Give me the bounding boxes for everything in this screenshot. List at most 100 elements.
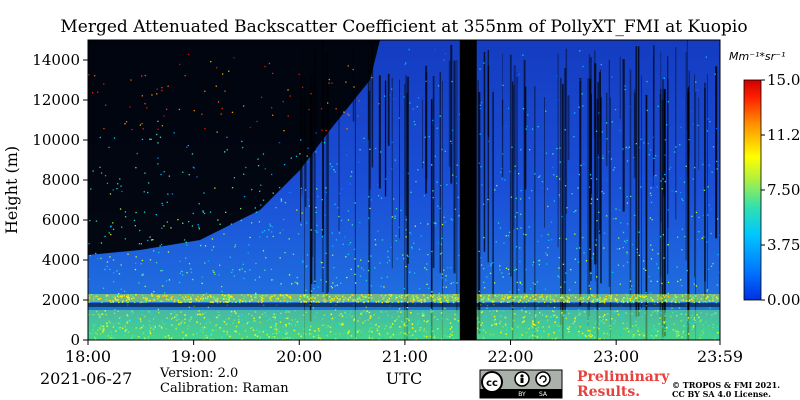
layer-speck (525, 311, 527, 313)
noise-speck (650, 194, 652, 197)
noise-speck (692, 178, 694, 180)
layer-speck (420, 299, 422, 301)
noise-speck (490, 265, 492, 267)
layer-speck (678, 334, 680, 337)
noise-speck (365, 279, 368, 282)
noise-speck (97, 91, 99, 93)
layer-speck (333, 297, 336, 300)
noise-speck (330, 285, 332, 288)
noise-speck (612, 218, 615, 220)
layer-speck (325, 326, 328, 329)
noise-speck (279, 257, 281, 259)
noise-speck (144, 172, 146, 174)
layer-speck (635, 297, 637, 299)
layer-speck (179, 294, 182, 297)
layer-speck (418, 300, 420, 302)
layer-speck (92, 298, 95, 300)
layer-speck (453, 294, 455, 296)
layer-speck (423, 335, 426, 337)
layer-speck (711, 314, 713, 316)
layer-speck (286, 310, 288, 312)
noise-speck (545, 110, 547, 112)
noise-speck (456, 282, 458, 284)
noise-speck (532, 264, 534, 266)
noise-speck (134, 225, 136, 227)
noise-speck (380, 285, 382, 287)
layer-speck (335, 326, 337, 329)
noise-speck (575, 210, 577, 212)
layer-speck (403, 323, 405, 326)
layer-speck (221, 336, 224, 339)
noise-speck (354, 258, 356, 260)
noise-speck (187, 144, 189, 147)
noise-speck (602, 97, 605, 100)
layer-speck (712, 331, 715, 333)
noise-speck (234, 246, 236, 248)
noise-speck (135, 211, 137, 214)
layer-speck (219, 327, 221, 329)
layer-speck (579, 335, 581, 337)
layer-speck (317, 337, 320, 339)
layer-speck (279, 315, 282, 317)
layer-speck (491, 300, 493, 302)
noise-speck (578, 309, 580, 311)
noise-speck (167, 193, 169, 195)
noise-speck (452, 219, 454, 221)
layer-speck (198, 310, 200, 312)
layer-speck (114, 296, 116, 298)
layer-speck (89, 338, 92, 340)
noise-speck (480, 264, 483, 266)
noise-speck (435, 222, 437, 224)
layer-speck (517, 325, 519, 328)
layer-speck (636, 294, 639, 296)
noise-speck (695, 285, 697, 287)
layer-speck (392, 333, 395, 336)
layer-speck (273, 336, 276, 338)
noise-speck (591, 198, 593, 200)
layer-speck (239, 300, 241, 302)
noise-speck (675, 146, 677, 148)
noise-speck (675, 190, 677, 193)
layer-speck (525, 298, 527, 300)
noise-speck (406, 254, 408, 256)
noise-speck (625, 146, 627, 149)
noise-speck (618, 237, 620, 239)
noise-speck (657, 105, 659, 107)
layer-speck (487, 298, 490, 301)
layer-speck (629, 299, 632, 302)
noise-speck (349, 183, 351, 185)
layer-speck (480, 295, 482, 297)
noise-speck (192, 212, 194, 215)
layer-speck (118, 301, 120, 304)
layer-speck (477, 301, 479, 304)
layer-speck (106, 324, 108, 327)
layer-speck (439, 301, 441, 303)
noise-speck (256, 120, 258, 123)
noise-speck (582, 105, 584, 107)
noise-speck (290, 192, 292, 194)
layer-speck (407, 301, 409, 304)
layer-speck (579, 325, 582, 328)
noise-speck (501, 272, 503, 274)
layer-speck (598, 338, 600, 340)
layer-speck (371, 326, 374, 329)
layer-speck (380, 294, 383, 297)
noise-speck (95, 220, 98, 222)
layer-speck (488, 300, 491, 302)
noise-speck (334, 171, 336, 173)
layer-speck (412, 296, 414, 299)
noise-speck (224, 151, 226, 153)
noise-speck (325, 281, 327, 283)
layer-speck (413, 299, 415, 302)
layer-speck (300, 335, 302, 338)
layer-speck (434, 301, 436, 303)
noise-speck (315, 151, 317, 153)
layer-speck (702, 332, 704, 334)
noise-speck (707, 214, 709, 216)
noise-speck (686, 269, 688, 272)
layer-speck (509, 300, 511, 303)
layer-speck (175, 296, 177, 298)
noise-speck (159, 245, 161, 247)
layer-speck (596, 326, 599, 329)
layer-speck (413, 298, 415, 300)
